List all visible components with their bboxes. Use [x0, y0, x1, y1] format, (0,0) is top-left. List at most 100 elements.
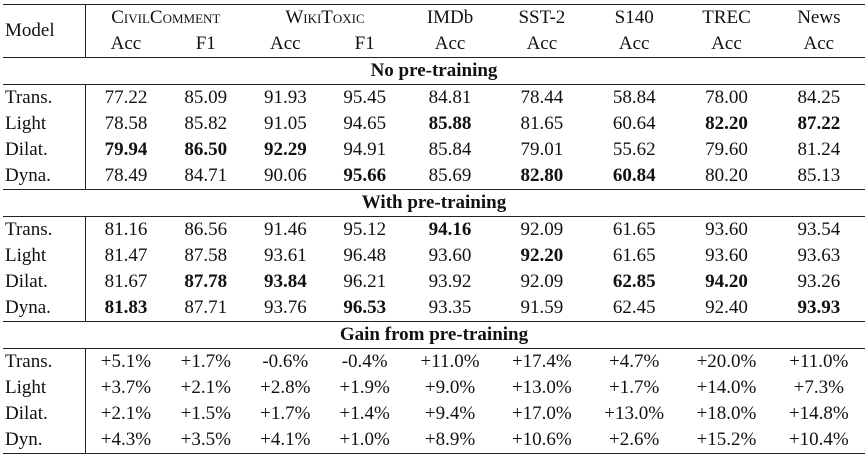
- cell: 61.65: [612, 219, 656, 240]
- cell: +7.3%: [793, 377, 844, 398]
- data-row: Trans. 81.16 86.56 91.46 95.12 94.16 92.09 61.6…: [3, 216, 865, 243]
- cell: +2.8%: [260, 377, 311, 398]
- cell: 82.20: [705, 113, 748, 134]
- cell: 95.12: [343, 219, 387, 240]
- cell: 87.58: [184, 245, 228, 266]
- cell: 93.60: [705, 219, 748, 240]
- row-label: Trans.: [3, 348, 86, 375]
- cell: +1.5%: [180, 403, 231, 424]
- cell: 93.35: [428, 297, 472, 318]
- cell: 96.53: [343, 297, 387, 318]
- cell: 58.84: [612, 87, 656, 108]
- cell: 85.69: [428, 165, 472, 186]
- section-row: With pre-training: [3, 189, 865, 217]
- cell: +4.3%: [85, 427, 166, 454]
- cell: 55.62: [612, 139, 656, 160]
- metric-header: Acc: [526, 33, 558, 54]
- data-row: Trans. 77.22 85.09 91.93 95.45 84.81 78.44 58.8…: [3, 84, 865, 111]
- dataset-header: WikiToxic: [245, 4, 405, 31]
- section-title: Gain from pre-training: [3, 321, 865, 349]
- cell: 81.47: [104, 245, 148, 266]
- cell: 85.82: [184, 113, 228, 134]
- cell: +2.1%: [180, 377, 231, 398]
- section-title: No pre-training: [3, 57, 865, 85]
- cell: +3.7%: [100, 377, 152, 398]
- cell: 91.59: [520, 297, 564, 318]
- cell: 62.85: [612, 271, 656, 292]
- data-row: Dilat. 79.94 86.50 92.29 94.91 85.84 79.01 55.6…: [3, 137, 865, 163]
- cell: 94.16: [428, 219, 472, 240]
- cell: -0.6%: [262, 351, 309, 372]
- dataset-header: S140: [588, 4, 681, 31]
- cell: 81.24: [797, 139, 841, 160]
- row-label: Trans.: [3, 216, 86, 243]
- cell: 62.45: [612, 297, 656, 318]
- cell: 90.06: [263, 165, 307, 186]
- cell: 77.22: [104, 87, 148, 108]
- section-title: With pre-training: [3, 189, 865, 217]
- data-row: Dyna. 81.83 87.71 93.76 96.53 93.35 91.59 62.45…: [3, 295, 865, 322]
- cell: +1.7%: [260, 403, 311, 424]
- cell: +13.0%: [604, 403, 665, 424]
- row-label: Light: [3, 375, 86, 401]
- cell: 92.40: [705, 297, 748, 318]
- metric-header: Acc: [434, 33, 466, 54]
- cell: 81.65: [520, 113, 564, 134]
- metric-header: F1: [195, 33, 216, 54]
- cell: -0.4%: [341, 351, 388, 372]
- cell: 84.81: [428, 87, 472, 108]
- data-row: Dyna. 78.49 84.71 90.06 95.66 85.69 82.80 60.84…: [3, 163, 865, 190]
- row-label: Dilat.: [3, 401, 86, 427]
- page: {"table": { "header": { "model": "Model"…: [0, 4, 868, 467]
- cell: 78.49: [104, 165, 148, 186]
- cell: 60.84: [612, 165, 656, 186]
- data-row: Dilat. +2.1% +1.5% +1.7% +1.4% +9.4% +17.0% +13…: [3, 401, 865, 427]
- dataset-header: CivilComment: [85, 4, 246, 31]
- cell: 85.88: [428, 113, 472, 134]
- data-row: Dilat. 81.67 87.78 93.84 96.21 93.92 92.09 62.8…: [3, 269, 865, 295]
- cell: +11.0%: [789, 351, 849, 372]
- metric-header: Acc: [618, 33, 650, 54]
- cell: 60.64: [612, 113, 656, 134]
- cell: +3.5%: [165, 427, 246, 454]
- cell: 92.29: [263, 139, 307, 160]
- cell: 96.48: [343, 245, 387, 266]
- cell: 93.54: [797, 219, 841, 240]
- cell: 80.20: [705, 165, 748, 186]
- cell: 96.21: [343, 271, 387, 292]
- cell: 87.71: [184, 297, 228, 318]
- results-table: Model CivilComment WikiToxic IMDb SST-2 S140 T…: [3, 4, 865, 454]
- cell: 93.26: [797, 271, 841, 292]
- data-row: Trans. +5.1% +1.7% -0.6% -0.4% +11.0% +17.4% +4…: [3, 348, 865, 375]
- cell: +1.9%: [339, 377, 390, 398]
- cell: 93.84: [263, 271, 307, 292]
- cell: +8.9%: [404, 427, 496, 454]
- row-label: Trans.: [3, 84, 86, 111]
- dataset-header: TREC: [680, 4, 773, 31]
- cell: 92.20: [520, 245, 564, 266]
- cell: 85.84: [428, 139, 472, 160]
- cell: 92.09: [520, 271, 564, 292]
- data-row: Light 78.58 85.82 91.05 94.65 85.88 81.65 60.64…: [3, 111, 865, 137]
- cell: 87.78: [184, 271, 228, 292]
- cell: +20.0%: [696, 351, 757, 372]
- header-row: Acc F1 Acc F1 Acc Acc Acc Acc Acc: [3, 31, 865, 58]
- cell: 78.44: [520, 87, 564, 108]
- cell: 95.45: [343, 87, 387, 108]
- cell: +1.7%: [180, 351, 231, 372]
- header-row: Model CivilComment WikiToxic IMDb SST-2 S140 T…: [3, 4, 865, 58]
- cell: +1.7%: [609, 377, 660, 398]
- cell: +17.4%: [511, 351, 572, 372]
- cell: 91.46: [263, 219, 307, 240]
- cell: 79.01: [520, 139, 564, 160]
- cell: +2.6%: [588, 427, 681, 454]
- cell: 78.00: [705, 87, 748, 108]
- cell: 79.60: [705, 139, 748, 160]
- cell: 87.22: [797, 113, 841, 134]
- cell: +17.0%: [511, 403, 572, 424]
- cell: 93.63: [797, 245, 841, 266]
- model-header: Model: [3, 4, 86, 58]
- cell: +13.0%: [511, 377, 572, 398]
- cell: 94.20: [705, 271, 748, 292]
- cell: 91.93: [263, 87, 307, 108]
